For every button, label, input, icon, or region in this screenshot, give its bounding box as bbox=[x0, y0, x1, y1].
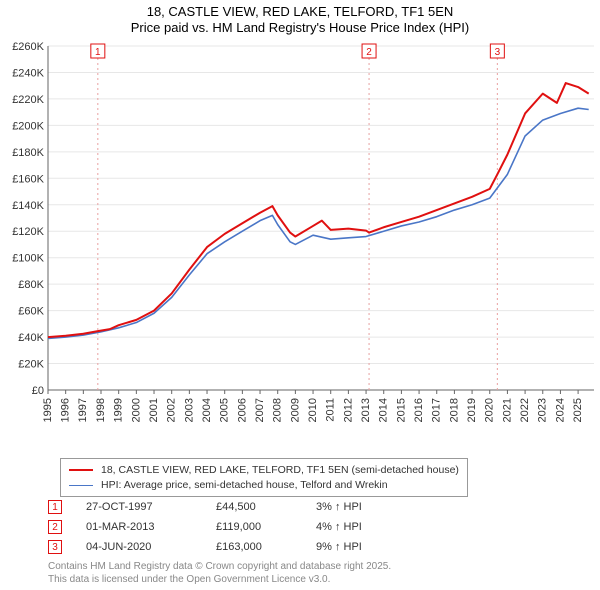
y-tick-label: £120K bbox=[12, 226, 44, 238]
x-tick-label: 2023 bbox=[537, 398, 549, 422]
footnote-price: £44,500 bbox=[216, 501, 316, 513]
x-tick-label: 2005 bbox=[219, 398, 231, 422]
x-tick-label: 1995 bbox=[42, 398, 54, 422]
chart-title-block: 18, CASTLE VIEW, RED LAKE, TELFORD, TF1 … bbox=[0, 0, 600, 37]
x-tick-label: 2008 bbox=[272, 398, 284, 422]
footnote-pct: 3% ↑ HPI bbox=[316, 501, 416, 513]
legend-label: 18, CASTLE VIEW, RED LAKE, TELFORD, TF1 … bbox=[101, 463, 459, 478]
x-tick-label: 2017 bbox=[431, 398, 443, 422]
x-tick-label: 2015 bbox=[395, 398, 407, 422]
footnote-row: 2 01-MAR-2013£119,0004% ↑ HPI bbox=[48, 520, 588, 534]
license-line2: This data is licensed under the Open Gov… bbox=[48, 574, 391, 587]
x-tick-label: 2001 bbox=[148, 398, 160, 422]
x-tick-label: 2002 bbox=[166, 398, 178, 422]
footnote-date: 04-JUN-2020 bbox=[86, 541, 216, 553]
y-tick-label: £180K bbox=[12, 147, 44, 159]
y-tick-label: £60K bbox=[18, 306, 44, 318]
x-tick-label: 2006 bbox=[236, 398, 248, 422]
footnote-price: £119,000 bbox=[216, 521, 316, 533]
x-tick-label: 2019 bbox=[466, 398, 478, 422]
footnote-row: 3 04-JUN-2020£163,0009% ↑ HPI bbox=[48, 540, 588, 554]
x-tick-label: 2022 bbox=[519, 398, 531, 422]
y-tick-label: £0 bbox=[32, 385, 44, 397]
y-tick-label: £160K bbox=[12, 173, 44, 185]
footnote-marker: 1 bbox=[48, 500, 62, 514]
footnote-marker: 3 bbox=[48, 540, 62, 554]
footnote-pct: 4% ↑ HPI bbox=[316, 521, 416, 533]
x-tick-label: 1999 bbox=[113, 398, 125, 422]
x-tick-label: 2014 bbox=[378, 398, 390, 422]
x-tick-label: 2003 bbox=[183, 398, 195, 422]
page-root: 18, CASTLE VIEW, RED LAKE, TELFORD, TF1 … bbox=[0, 0, 600, 590]
x-tick-label: 2018 bbox=[448, 398, 460, 422]
footnotes-block: 1 27-OCT-1997£44,5003% ↑ HPI 2 01-MAR-2013£… bbox=[48, 500, 588, 560]
legend-label: HPI: Average price, semi-detached house,… bbox=[101, 478, 388, 493]
title-subtitle: Price paid vs. HM Land Registry's House … bbox=[0, 20, 600, 36]
y-tick-label: £80K bbox=[18, 279, 44, 291]
y-tick-label: £140K bbox=[12, 200, 44, 212]
x-tick-label: 2024 bbox=[554, 398, 566, 422]
x-tick-label: 2012 bbox=[342, 398, 354, 422]
x-tick-label: 2009 bbox=[289, 398, 301, 422]
footnote-price: £163,000 bbox=[216, 541, 316, 553]
x-tick-label: 1996 bbox=[60, 398, 72, 422]
footnote-pct: 9% ↑ HPI bbox=[316, 541, 416, 553]
license-line1: Contains HM Land Registry data © Crown c… bbox=[48, 561, 391, 574]
x-tick-label: 2010 bbox=[307, 398, 319, 422]
chart-area: £0 £20K £40K £60K £80K £100K £120K £140K £160K £1… bbox=[0, 40, 600, 435]
x-tick-label: 2007 bbox=[254, 398, 266, 422]
plot-background bbox=[48, 46, 594, 390]
x-tick-label: 1997 bbox=[77, 398, 89, 422]
y-tick-label: £20K bbox=[18, 359, 44, 371]
legend-swatch bbox=[69, 485, 93, 486]
y-tick-label: £220K bbox=[12, 94, 44, 106]
license-block: Contains HM Land Registry data © Crown c… bbox=[48, 561, 391, 586]
y-tick-label: £200K bbox=[12, 120, 44, 132]
footnote-date: 27-OCT-1997 bbox=[86, 501, 216, 513]
legend-row: 18, CASTLE VIEW, RED LAKE, TELFORD, TF1 … bbox=[69, 463, 459, 478]
y-tick-label: £260K bbox=[12, 41, 44, 53]
legend-row: HPI: Average price, semi-detached house,… bbox=[69, 478, 459, 493]
y-tick-label: £100K bbox=[12, 253, 44, 265]
footnote-date: 01-MAR-2013 bbox=[86, 521, 216, 533]
chart-svg: £0 £20K £40K £60K £80K £100K £120K £140K £160K £1… bbox=[0, 40, 600, 435]
x-tick-label: 2025 bbox=[572, 398, 584, 422]
footnote-marker: 2 bbox=[48, 520, 62, 534]
marker-box-label: 2 bbox=[366, 47, 372, 58]
x-tick-label: 2020 bbox=[484, 398, 496, 422]
legend-swatch bbox=[69, 469, 93, 471]
x-tick-label: 2011 bbox=[325, 398, 337, 422]
title-address: 18, CASTLE VIEW, RED LAKE, TELFORD, TF1 … bbox=[0, 4, 600, 20]
legend: 18, CASTLE VIEW, RED LAKE, TELFORD, TF1 … bbox=[60, 458, 468, 497]
x-tick-label: 2013 bbox=[360, 398, 372, 422]
y-tick-label: £40K bbox=[18, 332, 44, 344]
marker-box-label: 3 bbox=[495, 47, 501, 58]
y-tick-label: £240K bbox=[12, 67, 44, 79]
x-tick-label: 2021 bbox=[501, 398, 513, 422]
footnote-row: 1 27-OCT-1997£44,5003% ↑ HPI bbox=[48, 500, 588, 514]
marker-box-label: 1 bbox=[95, 47, 101, 58]
x-tick-label: 1998 bbox=[95, 398, 107, 422]
x-tick-label: 2016 bbox=[413, 398, 425, 422]
x-tick-label: 2004 bbox=[201, 398, 213, 422]
x-tick-label: 2000 bbox=[130, 398, 142, 422]
